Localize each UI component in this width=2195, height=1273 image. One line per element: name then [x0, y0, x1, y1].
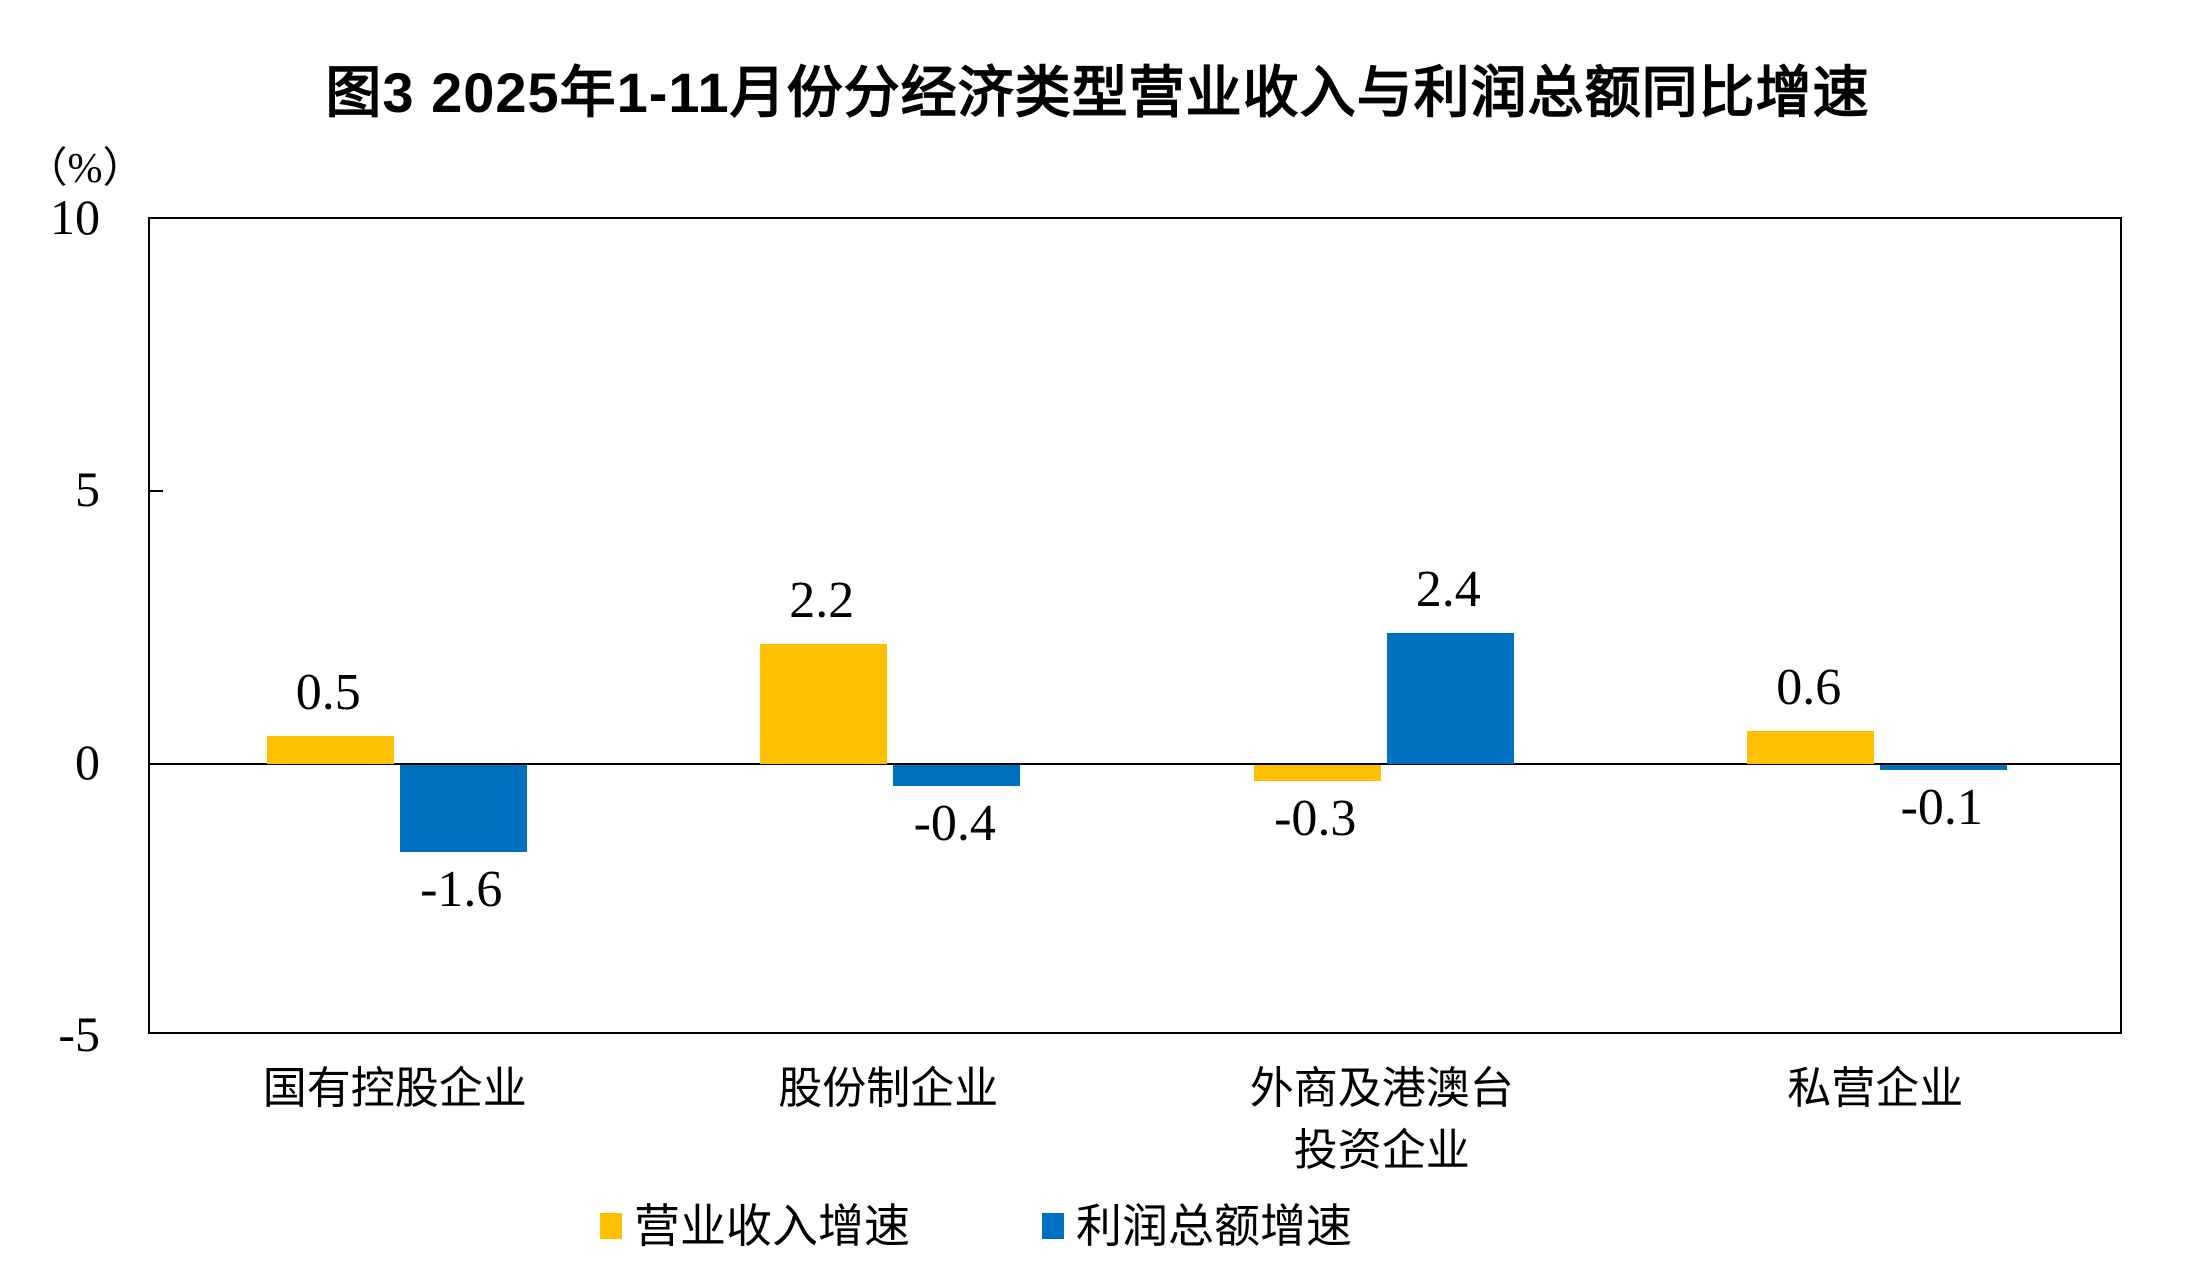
value-label: 0.5 — [295, 664, 361, 722]
bar-profit-cat1 — [893, 764, 1021, 787]
value-label: -1.6 — [420, 860, 503, 918]
value-label: 2.2 — [789, 571, 855, 629]
x-axis-label-cat1: 股份制企业 — [641, 1058, 1135, 1120]
zero-line — [150, 762, 2120, 765]
legend-label: 营业收入增速 — [634, 1200, 910, 1252]
y-tick-label: -5 — [58, 1006, 100, 1062]
x-axis-label-cat3: 私营企业 — [1628, 1058, 2122, 1120]
value-label: 0.6 — [1776, 658, 1842, 716]
bar-revenue-cat3 — [1747, 730, 1875, 764]
bar-revenue-cat2 — [1253, 764, 1381, 781]
y-tick-label: 0 — [75, 733, 100, 790]
plot-area — [148, 217, 2122, 1034]
legend-label: 利润总额增速 — [1076, 1200, 1352, 1252]
x-axis-label-line: 股份制企业 — [778, 1064, 999, 1113]
bar-revenue-cat0 — [266, 736, 394, 764]
bar-revenue-cat1 — [760, 643, 888, 764]
y-axis-unit-label: （%） — [25, 146, 145, 192]
x-axis-label-cat0: 国有控股企业 — [148, 1058, 642, 1120]
x-axis-label-line: 私营企业 — [1787, 1064, 1964, 1113]
legend-item-profit: 利润总额增速 — [1042, 1198, 1352, 1254]
x-axis-label-line: 外商及港澳台 — [1249, 1064, 1514, 1113]
bar-profit-cat3 — [1880, 764, 2008, 771]
x-axis-label-line: 投资企业 — [1293, 1126, 1470, 1175]
chart-title: 图3 2025年1-11月份分经济类型营业收入与利润总额同比增速 — [325, 61, 1870, 124]
value-label: -0.4 — [913, 795, 996, 853]
value-label: -0.3 — [1274, 790, 1357, 847]
x-axis-label-cat2: 外商及港澳台 投资企业 — [1135, 1058, 1629, 1182]
legend: 营业收入增速 利润总额增速 — [600, 1198, 1352, 1254]
value-label: 2.4 — [1415, 560, 1481, 618]
legend-item-revenue: 营业收入增速 — [600, 1198, 910, 1254]
value-label: -0.1 — [1900, 779, 1983, 837]
y-tick-label: 5 — [75, 461, 100, 518]
revenue-legend-swatch-icon — [600, 1213, 622, 1239]
y-tick-mark — [150, 490, 163, 493]
bar-profit-cat0 — [399, 764, 527, 852]
bar-profit-cat2 — [1386, 632, 1514, 764]
x-axis-label-line: 国有控股企业 — [262, 1064, 527, 1113]
y-tick-label: 10 — [50, 189, 100, 245]
profit-legend-swatch-icon — [1042, 1213, 1064, 1239]
